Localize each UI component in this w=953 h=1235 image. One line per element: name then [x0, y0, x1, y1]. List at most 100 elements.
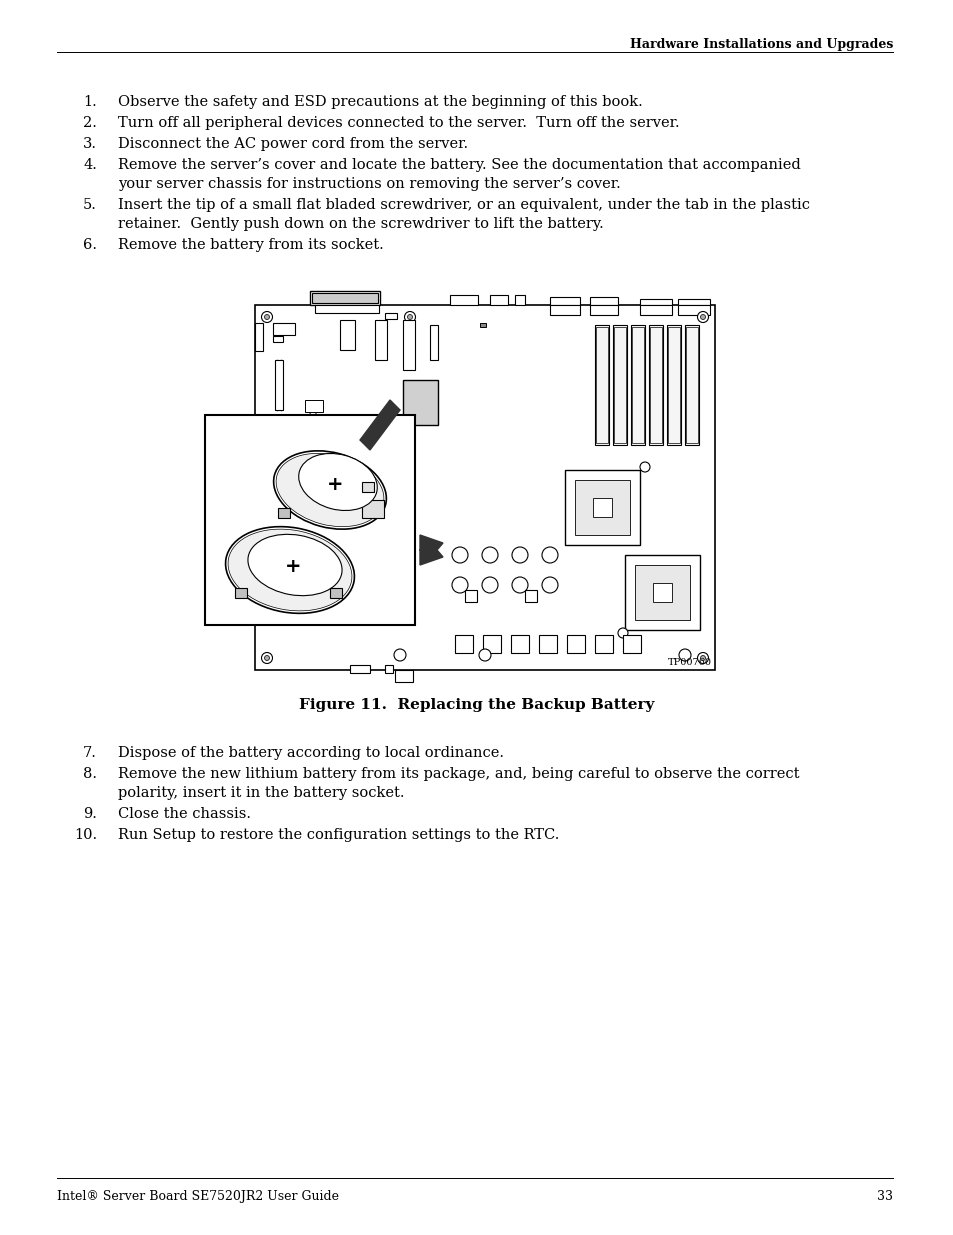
Bar: [273, 336, 283, 342]
Text: polarity, insert it in the battery socket.: polarity, insert it in the battery socke…: [118, 785, 404, 800]
Ellipse shape: [248, 535, 342, 595]
Circle shape: [541, 577, 558, 593]
Bar: [490, 295, 507, 305]
Bar: [684, 325, 699, 445]
Bar: [395, 671, 413, 682]
Bar: [596, 327, 607, 443]
Text: 1.: 1.: [83, 95, 97, 109]
Polygon shape: [419, 535, 442, 564]
Bar: [652, 583, 671, 601]
Bar: [254, 305, 714, 671]
Ellipse shape: [228, 529, 352, 611]
Circle shape: [404, 311, 416, 322]
Bar: [624, 555, 700, 630]
Text: 5.: 5.: [83, 198, 97, 212]
Bar: [630, 325, 644, 445]
Bar: [666, 325, 680, 445]
Text: Turn off all peripheral devices connected to the server.  Turn off the server.: Turn off all peripheral devices connecte…: [118, 116, 679, 130]
Bar: [589, 296, 618, 305]
Bar: [450, 295, 477, 305]
Bar: [685, 327, 698, 443]
Circle shape: [697, 652, 708, 663]
Circle shape: [452, 547, 468, 563]
Bar: [385, 312, 396, 319]
Bar: [339, 320, 355, 350]
Circle shape: [310, 410, 315, 416]
Circle shape: [478, 650, 491, 661]
Bar: [631, 327, 643, 443]
Text: 2.: 2.: [83, 116, 97, 130]
Bar: [566, 635, 584, 653]
Text: your server chassis for instructions on removing the server’s cover.: your server chassis for instructions on …: [118, 177, 620, 191]
Bar: [678, 299, 709, 305]
Text: TP00760: TP00760: [667, 658, 711, 667]
Bar: [550, 296, 579, 305]
Circle shape: [481, 547, 497, 563]
Text: 8.: 8.: [83, 767, 97, 781]
Text: Insert the tip of a small flat bladed screwdriver, or an equivalent, under the t: Insert the tip of a small flat bladed sc…: [118, 198, 809, 212]
Circle shape: [261, 652, 273, 663]
Circle shape: [481, 577, 497, 593]
Ellipse shape: [275, 453, 383, 526]
Ellipse shape: [274, 451, 386, 529]
Circle shape: [639, 462, 649, 472]
Bar: [639, 305, 671, 315]
Circle shape: [407, 315, 412, 320]
Text: Remove the server’s cover and locate the battery. See the documentation that acc: Remove the server’s cover and locate the…: [118, 158, 800, 172]
Circle shape: [700, 656, 705, 661]
Bar: [635, 564, 689, 620]
Circle shape: [264, 656, 269, 661]
Bar: [277, 508, 290, 517]
Bar: [455, 635, 473, 653]
Text: Dispose of the battery according to local ordinance.: Dispose of the battery according to loca…: [118, 746, 503, 760]
Text: +: +: [284, 557, 301, 577]
Text: Intel® Server Board SE7520JR2 User Guide: Intel® Server Board SE7520JR2 User Guide: [57, 1191, 338, 1203]
Text: retainer.  Gently push down on the screwdriver to lift the battery.: retainer. Gently push down on the screwd…: [118, 217, 603, 231]
Text: Remove the new lithium battery from its package, and, being careful to observe t: Remove the new lithium battery from its …: [118, 767, 799, 781]
Bar: [305, 400, 323, 412]
Ellipse shape: [225, 526, 355, 614]
Bar: [614, 327, 625, 443]
Bar: [564, 471, 639, 545]
Circle shape: [512, 547, 527, 563]
Bar: [649, 327, 661, 443]
Circle shape: [264, 315, 269, 320]
Text: 7.: 7.: [83, 746, 97, 760]
Text: 9.: 9.: [83, 806, 97, 821]
Bar: [622, 635, 640, 653]
Bar: [312, 293, 377, 303]
Bar: [589, 305, 618, 315]
Bar: [430, 325, 437, 359]
Bar: [678, 305, 709, 315]
Ellipse shape: [298, 453, 376, 510]
Circle shape: [394, 650, 406, 661]
Text: 3.: 3.: [83, 137, 97, 151]
Bar: [350, 664, 370, 673]
Circle shape: [697, 311, 708, 322]
Text: Disconnect the AC power cord from the server.: Disconnect the AC power cord from the se…: [118, 137, 468, 151]
Bar: [385, 664, 393, 673]
Bar: [593, 498, 612, 517]
Text: Close the chassis.: Close the chassis.: [118, 806, 251, 821]
Polygon shape: [359, 400, 399, 450]
Bar: [667, 327, 679, 443]
Bar: [205, 415, 415, 625]
Text: Figure 11.  Replacing the Backup Battery: Figure 11. Replacing the Backup Battery: [299, 698, 654, 713]
Text: Hardware Installations and Upgrades: Hardware Installations and Upgrades: [629, 38, 892, 51]
Text: 4.: 4.: [83, 158, 97, 172]
Bar: [639, 299, 671, 305]
Circle shape: [452, 577, 468, 593]
Circle shape: [512, 577, 527, 593]
Bar: [464, 590, 476, 601]
Bar: [314, 305, 378, 312]
Bar: [613, 325, 626, 445]
Circle shape: [261, 311, 273, 322]
Bar: [524, 590, 537, 601]
Text: Observe the safety and ESD precautions at the beginning of this book.: Observe the safety and ESD precautions a…: [118, 95, 642, 109]
Bar: [538, 635, 557, 653]
Bar: [375, 320, 387, 359]
Text: Run Setup to restore the configuration settings to the RTC.: Run Setup to restore the configuration s…: [118, 827, 558, 842]
Circle shape: [618, 629, 627, 638]
Circle shape: [679, 650, 690, 661]
Bar: [361, 500, 384, 517]
